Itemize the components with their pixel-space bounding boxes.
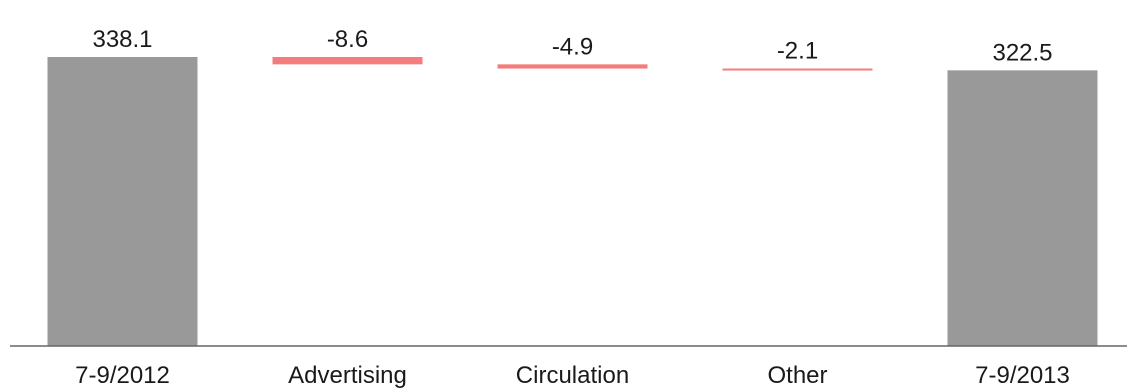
- category-label-2: Advertising: [288, 362, 407, 389]
- value-label-5: 322.5: [992, 39, 1052, 66]
- category-label-3: Circulation: [516, 362, 629, 389]
- value-label-4: -2.1: [777, 38, 818, 65]
- bar-3: [497, 64, 648, 69]
- category-label-5: 7-9/2013: [975, 362, 1070, 389]
- bar-2: [272, 57, 423, 65]
- value-labels-group: 338.1 -8.6 -4.9 -2.1 322.5: [92, 26, 1052, 66]
- bar-5: [947, 70, 1098, 346]
- value-label-3: -4.9: [552, 33, 593, 60]
- bar-1: [47, 57, 198, 346]
- value-label-1: 338.1: [92, 26, 152, 53]
- value-label-2: -8.6: [327, 26, 368, 53]
- bars-group: [47, 57, 1098, 346]
- category-label-4: Other: [767, 362, 827, 389]
- category-labels-group: 7-9/2012 Advertising Circulation Other 7-9/2…: [75, 362, 1070, 389]
- bar-4: [722, 68, 873, 71]
- category-label-1: 7-9/2012: [75, 362, 170, 389]
